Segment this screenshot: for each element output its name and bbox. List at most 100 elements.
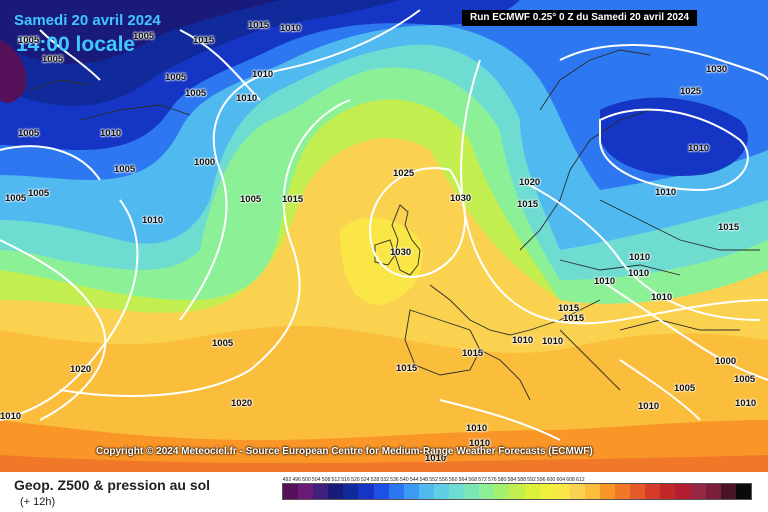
pressure-label: 1010 <box>594 276 616 287</box>
color-scale-legend: 492 496 500 504 508 512 516 520 524 528 532 536 540 5… <box>282 477 752 500</box>
pressure-label: 1005 <box>674 383 696 394</box>
scale-tick-label: 560 <box>448 477 458 483</box>
pressure-label: 1000 <box>194 157 216 168</box>
geopotential-field <box>0 0 768 472</box>
pressure-label: 1020 <box>231 398 253 409</box>
pressure-label: 1005 <box>734 374 756 385</box>
pressure-label: 1010 <box>735 398 757 409</box>
pressure-label: 1010 <box>655 187 677 198</box>
scale-tick-label: 576 <box>487 477 497 483</box>
pressure-label: 1015 <box>193 35 215 46</box>
scale-tick-label: 528 <box>370 477 380 483</box>
scale-tick-label: 596 <box>536 477 546 483</box>
copyright-notice: Copyright © 2024 Meteociel.fr - Source E… <box>96 446 593 457</box>
scale-color-swatch <box>403 484 419 499</box>
scale-color-swatch <box>433 484 450 499</box>
pressure-label: 1010 <box>142 215 164 226</box>
pressure-label: 1010 <box>469 438 491 449</box>
scale-tick-label: 508 <box>321 477 331 483</box>
scale-color-swatch <box>584 484 600 499</box>
scale-color-swatch <box>479 484 495 499</box>
scale-color-swatch <box>660 484 676 499</box>
scale-tick-label: 592 <box>527 477 536 483</box>
weather-map: Samedi 20 avril 2024 14:00 locale Run EC… <box>0 0 768 472</box>
scale-color-swatch <box>690 484 706 499</box>
scale-color-swatch <box>599 484 616 499</box>
scale-tick-label: 600 <box>546 477 556 483</box>
pressure-label: 1005 <box>42 54 64 65</box>
forecast-time: 14:00 locale <box>16 33 136 56</box>
pressure-label: 1030 <box>390 247 412 258</box>
scale-color-swatch <box>524 484 540 499</box>
pressure-label: 1000 <box>715 356 737 367</box>
scale-tick-label: 540 <box>399 477 409 483</box>
scale-color-swatch <box>343 484 359 499</box>
pressure-label: 1015 <box>396 363 418 374</box>
scale-color-swatch <box>298 484 314 499</box>
pressure-label: 1010 <box>252 69 274 80</box>
scale-color-swatch <box>569 484 585 499</box>
pressure-label: 1005 <box>5 193 27 204</box>
scale-color-swatch <box>328 484 344 499</box>
scale-color-swatch <box>494 484 510 499</box>
scale-tick-label: 504 <box>311 477 321 483</box>
scale-tick-label: 588 <box>517 477 526 483</box>
scale-tick-label: 500 <box>302 477 311 483</box>
pressure-label: 1015 <box>462 348 484 359</box>
pressure-label: 1005 <box>212 338 234 349</box>
scale-tick-label: 548 <box>419 477 429 483</box>
pressure-label: 1015 <box>558 303 580 314</box>
pressure-label: 1025 <box>680 86 702 97</box>
scale-tick-label: 532 <box>380 477 390 483</box>
scale-color-swatch <box>464 484 480 499</box>
scale-tick-label: 516 <box>341 477 350 483</box>
scale-tick-label: 568 <box>468 477 478 483</box>
scale-color-swatch <box>373 484 389 499</box>
pressure-label: 1015 <box>248 20 270 31</box>
pressure-label: 1005 <box>185 88 207 99</box>
scale-tick-label: 536 <box>390 477 399 483</box>
scale-tick-label: 524 <box>360 477 370 483</box>
pressure-label: 1020 <box>70 364 92 375</box>
pressure-label: 1005 <box>28 188 50 199</box>
scale-tick-label: 572 <box>478 477 487 483</box>
pressure-label: 1010 <box>236 93 258 104</box>
pressure-label: 1025 <box>393 168 415 179</box>
scale-color-swatch <box>630 484 646 499</box>
scale-tick-label: 552 <box>429 477 438 483</box>
pressure-label: 1010 <box>638 401 660 412</box>
scale-tick-label: 520 <box>351 477 360 483</box>
forecast-offset: (+ 12h) <box>20 496 56 508</box>
scale-color-swatch <box>283 484 299 499</box>
pressure-label: 1015 <box>517 199 539 210</box>
scale-color-swatch <box>720 484 736 499</box>
map-title: Geop. Z500 & pression au sol <box>14 477 211 493</box>
scale-color-swatch <box>615 484 631 499</box>
scale-color-swatch <box>313 484 329 499</box>
scale-tick-label: 612 <box>576 477 585 483</box>
pressure-label: 1005 <box>114 164 136 175</box>
scale-color-swatch <box>675 484 691 499</box>
pressure-label: 1015 <box>563 313 585 324</box>
scale-color-swatch <box>705 484 721 499</box>
scale-tick-label: 544 <box>409 477 419 483</box>
pressure-label: 1005 <box>18 128 40 139</box>
pressure-label: 1010 <box>629 252 651 263</box>
footer-bar: Geop. Z500 & pression au sol (+ 12h) 492… <box>0 472 768 512</box>
scale-color-swatch <box>358 484 374 499</box>
pressure-label: 1015 <box>282 194 304 205</box>
scale-tick-label: 512 <box>331 477 341 483</box>
scale-tick-label: 580 <box>497 477 507 483</box>
scale-tick-label: 564 <box>458 477 468 483</box>
pressure-label: 1005 <box>18 35 40 46</box>
scale-tick-label: 556 <box>439 477 448 483</box>
scale-tick-label: 492 <box>282 477 292 483</box>
scale-color-swatch <box>554 484 570 499</box>
color-scale-bar <box>282 483 752 500</box>
pressure-label: 1010 <box>0 411 22 422</box>
pressure-label: 1005 <box>165 72 187 83</box>
scale-color-swatch <box>539 484 555 499</box>
scale-tick-label: 604 <box>556 477 566 483</box>
scale-color-swatch <box>388 484 404 499</box>
scale-tick-label: 608 <box>566 477 575 483</box>
